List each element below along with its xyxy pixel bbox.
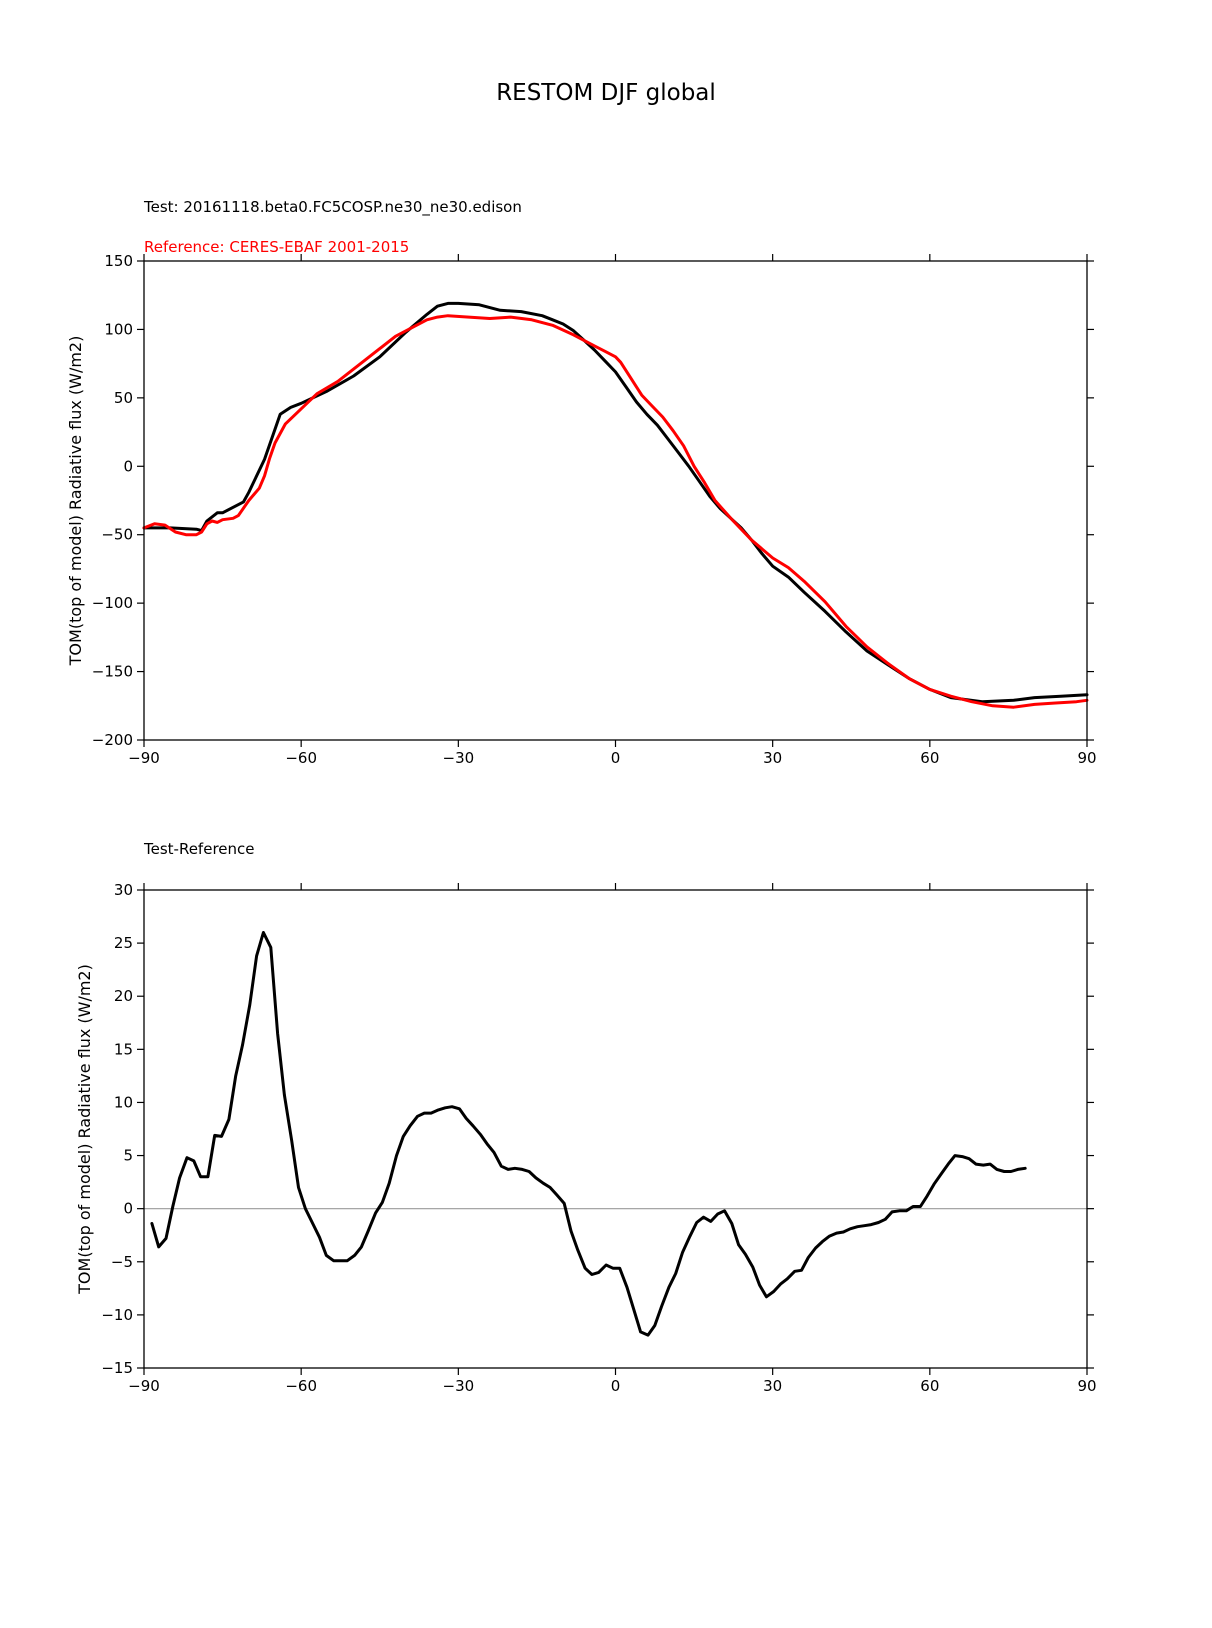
y-tick-label: 5 (123, 1147, 133, 1165)
x-tick-label: −90 (128, 749, 160, 767)
x-tick-label: 30 (763, 749, 782, 767)
y-axis-label: TOM(top of model) Radiative flux (W/m2) (75, 964, 94, 1295)
series-line-1 (142, 314, 1089, 709)
top-plot-area: −90 −60 −30 0 30 60 90 −200 −150 −100 −50 0 50 100 150 (92, 252, 1097, 767)
y-tick-label: 0 (123, 1200, 133, 1218)
y-tick-label: −100 (92, 594, 133, 612)
difference-label: Test-Reference (143, 840, 255, 858)
y-tick-label: 10 (114, 1093, 133, 1111)
y-tick-label: −150 (92, 663, 133, 681)
test-label: Test: 20161118.beta0.FC5COSP.ne30_ne30.e… (143, 198, 522, 217)
x-tick-label: 0 (611, 1377, 621, 1395)
x-tick-label: 60 (920, 1377, 939, 1395)
x-tick-label: 90 (1077, 1377, 1096, 1395)
axes-frame (143, 260, 1088, 741)
x-tick-label: 60 (920, 749, 939, 767)
figure-title: RESTOM DJF global (496, 80, 716, 106)
bottom-plot-area: −90 −60 −30 0 30 60 90 −15 −10 −5 0 5 10 15 20 25 30 (101, 881, 1096, 1395)
x-tick-label: 90 (1077, 749, 1096, 767)
x-tick-label: −30 (443, 1377, 475, 1395)
y-tick-label: 150 (104, 252, 133, 270)
y-axis-label: TOM(top of model) Radiative flux (W/m2) (66, 336, 85, 667)
top-panel: Test: 20161118.beta0.FC5COSP.ne30_ne30.e… (66, 198, 1097, 767)
y-tick-label: 15 (114, 1040, 133, 1058)
y-tick-label: 100 (104, 320, 133, 338)
y-tick-label: 30 (114, 881, 133, 899)
x-tick-label: −90 (128, 1377, 160, 1395)
y-tick-label: −15 (101, 1359, 133, 1377)
y-tick-label: −5 (111, 1253, 133, 1271)
y-tick-label: −200 (92, 731, 133, 749)
bottom-panel: Test-Reference TOM(top of model) Radiati… (75, 840, 1097, 1395)
y-tick-label: −10 (101, 1306, 133, 1324)
y-tick-label: −50 (101, 526, 133, 544)
reference-label: Reference: CERES-EBAF 2001-2015 (144, 238, 409, 256)
series-line-0 (150, 931, 1027, 1337)
x-tick-label: 0 (611, 749, 621, 767)
y-tick-label: 20 (114, 987, 133, 1005)
x-tick-label: −60 (285, 1377, 317, 1395)
axes-frame (143, 889, 1088, 1369)
x-tick-label: −60 (285, 749, 317, 767)
x-tick-label: 30 (763, 1377, 782, 1395)
series-line-0 (142, 301, 1089, 704)
y-tick-label: 25 (114, 934, 133, 952)
y-tick-label: 0 (123, 457, 133, 475)
y-tick-label: 50 (114, 389, 133, 407)
x-tick-label: −30 (443, 749, 475, 767)
